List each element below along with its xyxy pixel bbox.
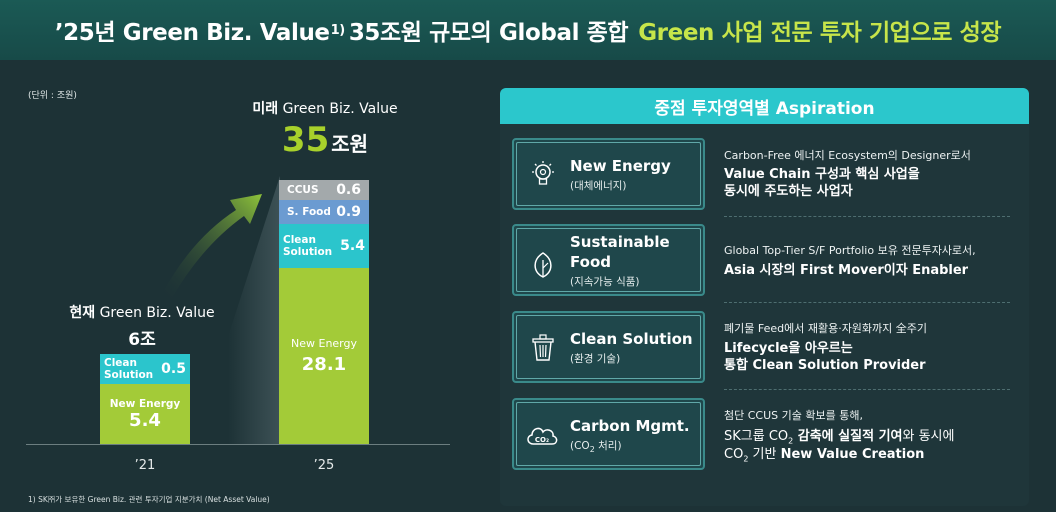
divider <box>724 216 1010 217</box>
segment-value: 5.4 <box>129 409 161 431</box>
area-sub: (대체에너지) <box>570 180 627 192</box>
area-desc-line1: Asia 시장의 First Mover이자 Enabler <box>724 263 969 278</box>
area-name: New Energy <box>570 157 671 175</box>
segment-value: 0.9 <box>336 204 361 220</box>
segment-value: 0.6 <box>336 182 361 198</box>
segment-label-line1: Clean <box>104 357 137 369</box>
segment-value: 28.1 <box>301 354 347 375</box>
leaf-icon <box>534 252 552 278</box>
area-name-line2: Food <box>570 253 611 271</box>
growth-arrow-icon <box>160 194 262 298</box>
segment-label: Clean Solution <box>283 234 332 258</box>
area-sub: (CO2 처리) <box>570 438 622 454</box>
area-sub-post: 처리) <box>594 440 622 452</box>
current-value-title: 현재 Green Biz. Value <box>52 302 232 322</box>
x-tick-label-2025: ’25 <box>313 458 335 473</box>
bar-segment-ccus-2025: CCUS 0.6 <box>279 180 369 200</box>
area-sustainable-food: Sustainable Food (지속가능 식품) <box>512 224 705 296</box>
bar-2021: New Energy 5.4 Clean Solution 0.5 <box>100 354 190 444</box>
desc-bold-part: New Value Creation <box>780 447 925 462</box>
desc-part: 와 동시에 <box>902 429 955 444</box>
area-desc-line1: Lifecycle을 아우르는 <box>724 341 853 356</box>
bar-segment-new-energy-2025: New Energy 28.1 <box>279 268 369 444</box>
page-header: ’25년 Green Biz. Value 1) 35조원 규모의 Global 종… <box>0 0 1056 60</box>
area-sub-subscript: 2 <box>589 445 595 455</box>
header-title-highlight: Green 사업 전문 투자 기업으로 성장 <box>638 20 1002 46</box>
future-total: 35 조원 <box>230 120 420 160</box>
desc-subscript: 2 <box>743 454 749 464</box>
segment-value: 0.5 <box>161 361 186 377</box>
area-desc-line1: Value Chain 구성과 핵심 사업을 <box>724 167 920 182</box>
segment-label: Clean Solution <box>104 357 153 381</box>
current-label-bold: 현재 <box>69 305 96 321</box>
x-axis-line <box>26 444 450 445</box>
area-name-line1: Sustainable <box>570 233 670 251</box>
segment-label-line1: Clean <box>283 234 316 246</box>
area-new-energy: New Energy (대체에너지) <box>512 138 705 210</box>
chart-unit-label: (단위 : 조원) <box>28 91 77 101</box>
area-sub-pre: (CO <box>570 440 590 452</box>
bar-segment-clean-solution-2025: Clean Solution 5.4 <box>279 224 369 268</box>
segment-label: New Energy <box>291 337 357 350</box>
area-desc-small: Carbon-Free 에너지 Ecosystem의 Designer로서 <box>724 149 971 162</box>
segment-label-line2: Solution <box>283 246 333 258</box>
future-label-bold: 미래 <box>252 101 279 117</box>
co2-cloud-icon: CO₂ <box>527 427 558 445</box>
segment-label: CCUS <box>287 184 319 196</box>
area-desc-line2: 동시에 주도하는 사업자 <box>724 184 853 199</box>
bar-segment-s-food-2025: S. Food 0.9 <box>279 200 369 224</box>
recycling-bin-icon <box>532 334 554 361</box>
area-desc-small: 첨단 CCUS 기술 확보를 통해, <box>724 409 863 422</box>
area-name: Clean Solution <box>570 330 693 348</box>
segment-label: S. Food <box>287 206 331 218</box>
bar-2025: New Energy 28.1 Clean Solution 5.4 S. Foo… <box>279 180 369 444</box>
area-clean-solution: Clean Solution (환경 기술) <box>512 311 705 383</box>
segment-value: 5.4 <box>340 238 365 254</box>
area-desc-line1: SK그룹 CO2 감축에 실질적 기여와 동시에 <box>724 428 954 450</box>
bar-segment-clean-solution-2021: Clean Solution 0.5 <box>100 354 190 384</box>
bar-segment-new-energy-2021: New Energy 5.4 <box>100 384 190 444</box>
future-value-title: 미래 Green Biz. Value <box>230 98 420 118</box>
future-total-unit: 조원 <box>331 132 369 156</box>
desc-part: CO <box>724 447 744 462</box>
segment-label: New Energy <box>109 397 181 410</box>
future-total-number: 35 <box>281 120 330 160</box>
footnote: 1) SK㈜가 보유한 Green Biz. 관련 투자기업 지분가치 (Net… <box>28 495 270 504</box>
area-sub: (지속가능 식품) <box>570 276 640 288</box>
lightbulb-icon <box>532 161 554 185</box>
desc-part: 기반 <box>748 447 781 462</box>
svg-text:CO₂: CO₂ <box>535 436 549 444</box>
area-desc-line2: 통합 Clean Solution Provider <box>724 358 926 373</box>
area-desc-small: 폐기물 Feed에서 재활용·자원화까지 全주기 <box>724 322 928 335</box>
future-label: Green Biz. Value <box>282 101 398 117</box>
segment-label-line2: Solution <box>104 369 154 381</box>
current-total: 6조 <box>128 330 156 350</box>
header-title-part1: ’25년 Green Biz. Value <box>54 20 330 46</box>
current-label: Green Biz. Value <box>99 305 215 321</box>
area-carbon-mgmt: CO₂ Carbon Mgmt. (CO2 처리) <box>512 398 705 470</box>
area-desc-line2: CO2 기반 New Value Creation <box>724 446 924 468</box>
x-tick-label-2021: ’21 <box>134 458 156 473</box>
area-sub: (환경 기술) <box>570 353 621 365</box>
aspiration-title: 중점 투자영역별 Aspiration <box>500 88 1029 124</box>
header-title-part2: 35조원 규모의 Global 종합 <box>348 20 629 46</box>
desc-subscript: 2 <box>788 436 794 446</box>
desc-part: SK그룹 CO <box>724 429 789 444</box>
divider <box>724 302 1010 303</box>
desc-bold-part: 감축에 실질적 기여 <box>793 429 903 444</box>
area-desc-small: Global Top-Tier S/F Portfolio 보유 전문투자사로서… <box>724 244 976 257</box>
divider <box>724 389 1010 390</box>
area-name: Carbon Mgmt. <box>570 417 690 435</box>
header-footnote-marker: 1) <box>330 22 346 38</box>
